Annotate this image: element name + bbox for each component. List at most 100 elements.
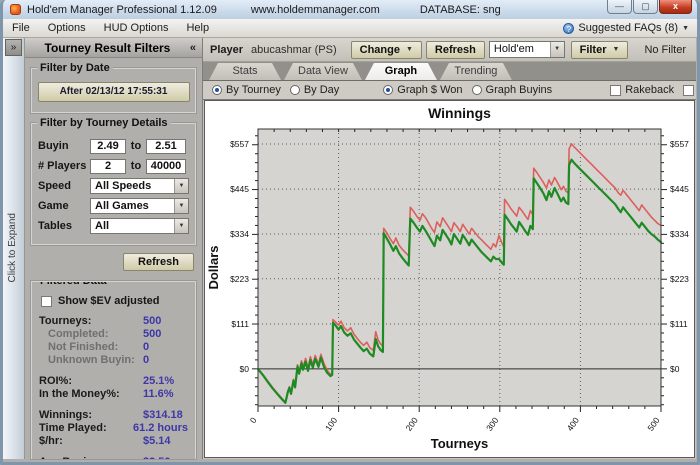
rakeback-label: Rakeback [625,84,675,96]
refresh-button[interactable]: Refresh [425,40,485,59]
svg-text:$0: $0 [240,364,250,374]
stat-value: $5.14 [143,435,171,447]
filtered-data-label: Filtered Data [37,282,110,287]
chevron-down-icon[interactable]: ▼ [174,219,188,233]
game-type-dropdown[interactable]: Hold'em ▼ [488,41,565,58]
menu-file[interactable]: File [12,22,30,34]
chevron-down-icon[interactable]: ▼ [174,179,188,193]
tab-trending[interactable]: Trending [440,63,512,80]
stat-unknown-buyin: Unknown Buyin: 0 [39,354,188,366]
svg-text:$445: $445 [670,184,689,194]
svg-text:$334: $334 [230,229,249,239]
winnings-chart: $0 $0 $111 $111 $223 $223 $334 $334 $445 $445 $557… [204,100,695,458]
players-to-field[interactable] [146,158,186,174]
stat-roi: ROI%: 25.1% [39,375,188,387]
collapsed-panel-strip[interactable]: » Click to Expand [3,38,25,459]
maximize-button[interactable]: ▢ [633,0,658,14]
tab-bar: Stats Data View Graph Trending [203,62,696,81]
ev-adjusted-option[interactable]: Show $EV adjusted [41,295,188,307]
stat-label: Tourneys: [39,315,92,327]
expand-panel-button[interactable]: » [5,39,22,56]
game-value: All Games [95,200,149,212]
svg-text:300: 300 [484,415,500,433]
by-tourney-label: By Tourney [226,84,281,96]
menu-help[interactable]: Help [186,22,210,34]
stat-value: $314.18 [143,409,183,421]
by-tourney-option[interactable]: By Tourney [212,84,281,96]
filter-button[interactable]: Filter ▼ [570,40,629,59]
tables-label: Tables [38,220,73,232]
change-player-button[interactable]: Change ▼ [350,40,422,59]
stat-winnings: Winnings: $314.18 [39,409,188,421]
filter-by-details-label: Filter by Tourney Details [37,117,171,129]
by-day-radio[interactable] [289,85,300,95]
chevron-down-icon: ▼ [682,24,689,32]
graph-buyins-option[interactable]: Graph Buyins [471,84,552,96]
graph-options-row: By Tourney By Day Graph $ Won Graph Buyi… [203,81,696,100]
speed-value: All Speeds [95,180,152,192]
players-label: # Players [38,160,87,172]
graph-won-radio[interactable] [383,85,394,95]
speed-dropdown[interactable]: All Speeds ▼ [90,178,189,194]
by-day-label: By Day [303,84,340,96]
stat-label: In the Money%: [39,388,120,400]
svg-text:$111: $111 [670,319,688,329]
stat-label: Avg Buyin: [39,456,143,459]
filters-sidebar: Tourney Result Filters « Filter by Date … [25,38,203,459]
players-to-word: to [130,160,142,172]
filtered-data-group: Filtered Data Show $EV adjusted Tourneys… [31,281,196,459]
stat-value: 0 [143,354,150,366]
game-label: Game [38,200,69,212]
click-to-expand-label: Click to Expand [7,213,18,283]
tables-dropdown[interactable]: All ▼ [90,218,189,234]
title-bar[interactable]: Hold'em Manager Professional 1.12.09 www… [3,0,697,19]
svg-text:Winnings: Winnings [428,105,491,121]
tab-data-view[interactable]: Data View [284,63,362,80]
buyin-to-field[interactable] [146,138,186,154]
close-button[interactable]: x [659,0,692,14]
speed-label: Speed [38,180,72,192]
chevron-down-icon: ▼ [612,46,620,53]
by-day-option[interactable]: By Day [289,84,340,96]
ev-adjusted-checkbox[interactable] [41,295,52,307]
svg-text:$111: $111 [231,319,249,329]
player-bar: Player abucashmar (PS) Change ▼ Refresh … [203,38,696,62]
refresh-label: Refresh [434,43,476,56]
rakeback-checkbox[interactable] [610,84,622,96]
by-tourney-radio[interactable] [212,85,222,95]
graph-buyins-radio[interactable] [471,85,482,95]
filter-by-date-label: Filter by Date [37,62,113,74]
rakeback-option[interactable]: Rakeback [610,84,674,96]
sidebar-title: Tourney Result Filters [44,40,171,55]
tab-stats[interactable]: Stats [209,63,281,80]
menu-options[interactable]: Options [47,22,86,34]
svg-text:100: 100 [323,415,339,433]
svg-text:0: 0 [248,415,259,425]
graph-won-option[interactable]: Graph $ Won [383,84,463,96]
svg-text:$223: $223 [670,274,689,284]
bonuses-option[interactable]: Bonuses [683,84,696,96]
game-dropdown[interactable]: All Games ▼ [90,198,189,214]
speed-row: Speed All Speeds ▼ [38,178,189,194]
suggested-faqs[interactable]: ? Suggested FAQs (8) ▼ [563,22,689,34]
buyin-from-field[interactable] [90,138,126,154]
stat-avg-buyin: Avg Buyin:$2.50 [39,456,188,459]
date-filter-button[interactable]: After 02/13/12 17:55:31 [37,82,190,102]
players-row: # Players to [38,158,189,174]
collapse-panel-icon[interactable]: « [189,41,196,54]
stat-not-finished: Not Finished: 0 [39,341,188,353]
stat-value: 500 [143,315,162,327]
stat-label: Completed: [48,328,109,340]
menu-hud-options[interactable]: HUD Options [103,22,169,34]
bonuses-checkbox[interactable] [683,84,695,96]
tab-graph[interactable]: Graph [365,63,437,80]
window-title-site: www.holdemmanager.com [250,3,380,16]
chevron-down-icon[interactable]: ▼ [174,199,188,213]
sidebar-refresh-button[interactable]: Refresh [123,253,194,271]
stat-hourly: $/hr: $5.14 [39,435,188,447]
minimize-button[interactable]: — [607,0,632,14]
players-from-field[interactable] [90,158,126,174]
chevron-down-icon[interactable]: ▼ [549,42,564,57]
stat-itm: In the Money%: 11.6% [39,388,188,400]
svg-text:$0: $0 [670,364,680,374]
